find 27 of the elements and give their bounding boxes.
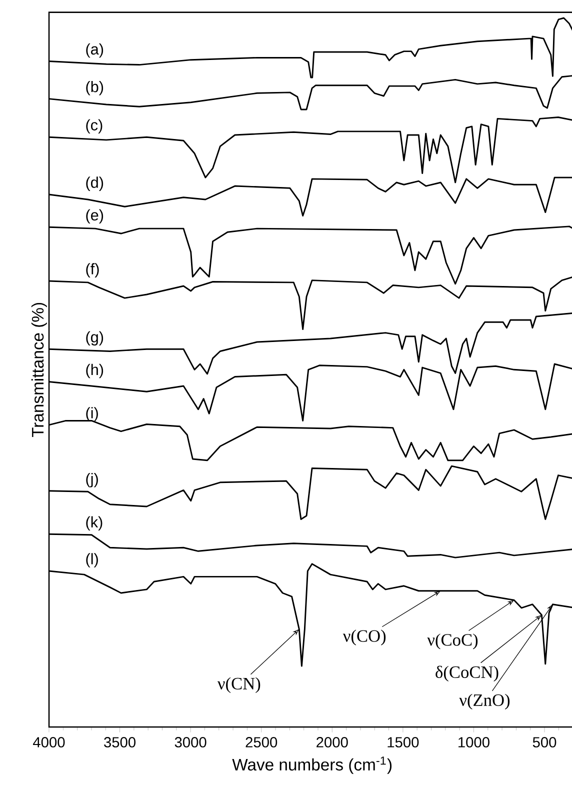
x-tick-label: 3000 [174,737,206,748]
annotation: ν(ZnO) [459,694,510,710]
x-tick-label: 4000 [33,737,65,748]
x-tick-label: 3500 [104,737,136,748]
series-label: (b) [86,80,104,96]
annotation: ν(CO) [342,630,386,646]
series-label: (d) [86,176,104,191]
annotation: ν(CN) [217,677,260,694]
x-tick-label: 500 [532,737,556,748]
series-label: (j) [86,473,98,488]
series-label: (g) [86,331,104,346]
x-tick-label: 1500 [388,737,419,748]
series-label: (h) [86,364,104,378]
x-tick-label: 2500 [246,737,278,748]
x-tick-label: 1000 [458,737,490,748]
series-label: (a) [86,43,104,58]
x-axis-title: Wave numbers (cm$^{-1}$) [232,756,392,774]
y-axis-title: Transmittance (%) [31,302,47,438]
x-tick-label: 2000 [316,737,348,748]
series-label: (k) [86,516,102,531]
series-label: (c) [86,119,102,134]
series-label: (f) [86,263,99,278]
annotation: δ(CoCN) [436,666,498,682]
series-label: (i) [86,407,98,422]
annotation: ν(CoC) [427,634,478,650]
series-label: (l) [86,553,98,568]
series-label: (e) [86,209,104,224]
